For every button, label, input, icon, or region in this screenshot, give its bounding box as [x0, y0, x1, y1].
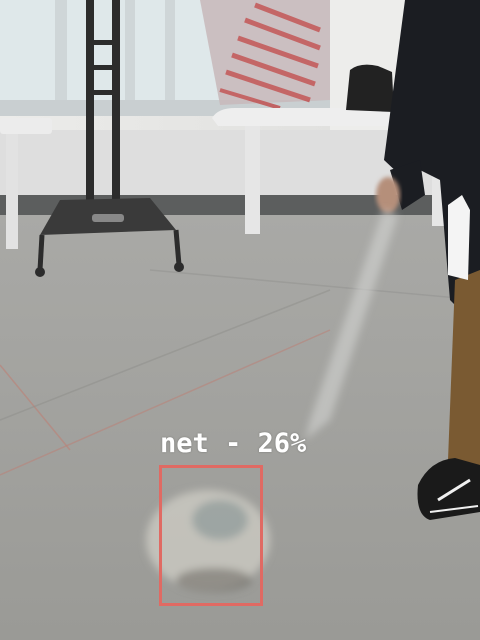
floor-lines [0, 269, 480, 476]
blurred-net [146, 490, 270, 592]
person [376, 0, 480, 520]
outside-staircase [200, 0, 330, 110]
easel-stand [35, 0, 184, 277]
detection-box [159, 465, 263, 606]
left-bench [0, 118, 52, 249]
backpack [346, 64, 394, 112]
detection-label: net - 26% [160, 428, 307, 459]
white-bag [448, 195, 470, 280]
blurred-pole [305, 210, 398, 440]
